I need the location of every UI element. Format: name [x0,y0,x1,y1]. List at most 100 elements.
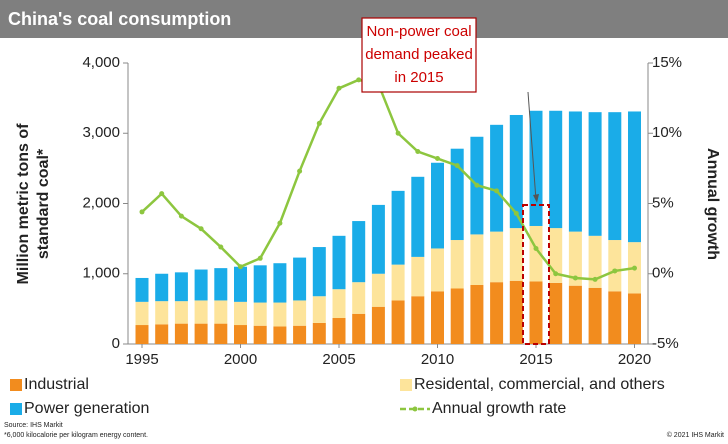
bar-segment [529,225,543,282]
x-tick-label: 2005 [322,351,355,368]
bar-segment [490,282,504,344]
bar-segment [608,291,622,344]
bar-segment [352,282,366,314]
bar-segment [155,273,169,302]
callout-text: in 2015 [394,69,443,86]
y2-tick-label: 15% [652,54,682,71]
bar-segment [332,289,346,319]
growth-point [533,245,539,251]
growth-point [454,163,460,169]
growth-line [141,78,635,281]
bar-segment [588,287,602,344]
y-axis-title-line: standard coal* [35,148,52,259]
bar-segment [135,277,149,302]
bar-segment [371,204,385,274]
y-tick-label: 0 [112,335,120,352]
bar-segment [332,235,346,290]
growth-point [297,168,303,174]
growth-point [316,120,322,126]
bar-segment [588,235,602,288]
legend-swatch [400,379,412,391]
bar-segment [371,306,385,344]
chart-title: China's coal consumption [8,9,231,29]
bar-segment [174,301,188,324]
growth-point [513,210,519,216]
bar-segment [450,148,464,241]
x-tick-label: 2010 [421,351,454,368]
bar-segment [391,264,405,301]
legend-label: Industrial [24,376,89,393]
legend-swatch-point [412,406,418,412]
bar-segment [352,221,366,283]
legend-swatch [10,379,22,391]
bar-segment [411,296,425,344]
bar-segment [628,111,641,243]
callout-arrow [527,91,537,201]
bar-segment [214,300,228,324]
bar-segment [411,256,425,297]
bar-segment [431,162,444,249]
bar-segment [273,263,287,303]
footnote: *6,000 kilocalorie per kilogram energy c… [4,432,148,439]
bar-segment [135,325,149,344]
bar-segment [253,325,267,344]
y-tick-label: 4,000 [82,54,120,71]
growth-point [415,149,421,155]
bar-segment [509,228,523,281]
y2-tick-label: 0% [652,265,674,282]
bar-segment [509,114,523,229]
growth-point [139,209,145,215]
bar-segment [371,273,385,307]
bar-segment [450,240,464,289]
bar-segment [135,301,149,326]
growth-point [218,244,224,250]
x-tick-label: 2000 [224,351,257,368]
bar-segment [608,240,622,292]
bar-segment [273,302,287,327]
growth-point [395,130,401,136]
bar-segment [253,265,267,303]
bar-segment [293,257,307,301]
growth-point [435,156,440,162]
growth-point [356,77,362,83]
growth-point [277,220,283,226]
bar-segment [155,301,169,325]
bar-segment [352,313,366,344]
legend-swatch [10,403,22,415]
growth-point [178,213,184,219]
bar-segment [509,280,523,344]
callout-text: Non-power coal [366,23,471,40]
bar-segment [194,269,208,301]
bar-segment [568,111,582,232]
bar-segment [155,324,169,344]
y-axis-title: Million metric tons of standard coal* [15,123,52,285]
bar-segment [234,325,247,344]
bar-segment [234,266,247,302]
x-tick-label: 2020 [618,351,651,368]
legend-label: Residental, commercial, and others [414,376,665,393]
bar-segment [608,112,622,241]
bar-segment [529,110,543,226]
y2-axis-title: Annual growth [704,148,721,260]
bar-segment [628,293,641,344]
bar-segment [312,322,326,344]
bar-segment [450,288,464,344]
bar-segment [194,323,208,344]
y-tick-label: 2,000 [82,194,120,211]
y2-tick-label: -5% [652,335,679,352]
bar-segment [568,231,582,286]
bar-segment [470,234,484,285]
bar-segment [431,248,444,292]
y-tick-label: 1,000 [82,265,120,282]
growth-point [159,191,165,197]
growth-point [238,264,243,270]
bar-segment [214,268,228,301]
legend-label: Annual growth rate [432,400,566,417]
bar-segment [490,124,504,232]
bar-segment [549,110,563,229]
source: Source: IHS Markit [4,422,63,429]
y2-tick-label: 5% [652,194,674,211]
growth-point [632,265,637,271]
bar-segment [411,176,425,257]
